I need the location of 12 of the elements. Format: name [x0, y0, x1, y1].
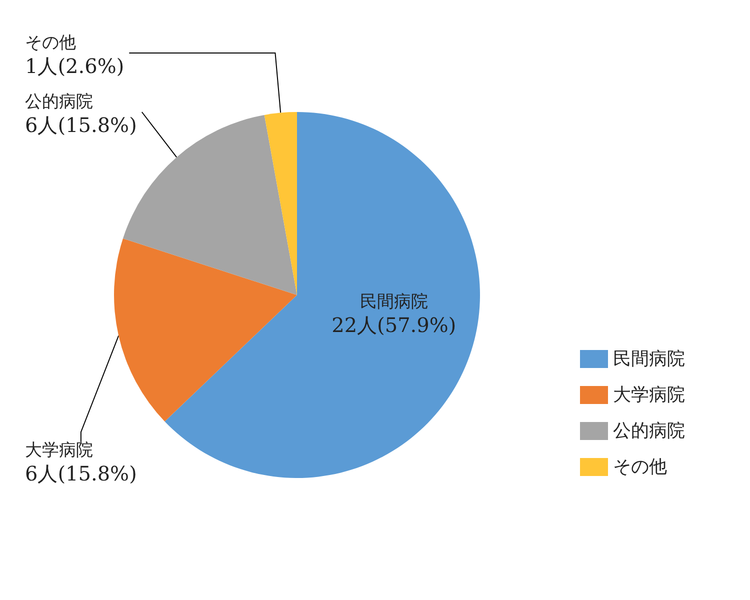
data-label: 6人(15.8%): [25, 462, 137, 486]
legend-label: 大学病院: [613, 384, 685, 406]
slice-label: その他: [25, 32, 76, 53]
legend-label: 公的病院: [613, 420, 685, 442]
data-label: 6人(15.8%): [25, 113, 137, 138]
data-label: 1人(2.6%): [25, 54, 124, 78]
slice-label: 民間病院: [360, 292, 428, 312]
legend-label: 民間病院: [613, 348, 685, 370]
slice-label: 公的病院: [25, 92, 93, 112]
slice-label: 大学病院: [25, 440, 93, 461]
legend-label: その他: [613, 456, 667, 478]
data-label: 22人(57.9%): [332, 313, 456, 338]
